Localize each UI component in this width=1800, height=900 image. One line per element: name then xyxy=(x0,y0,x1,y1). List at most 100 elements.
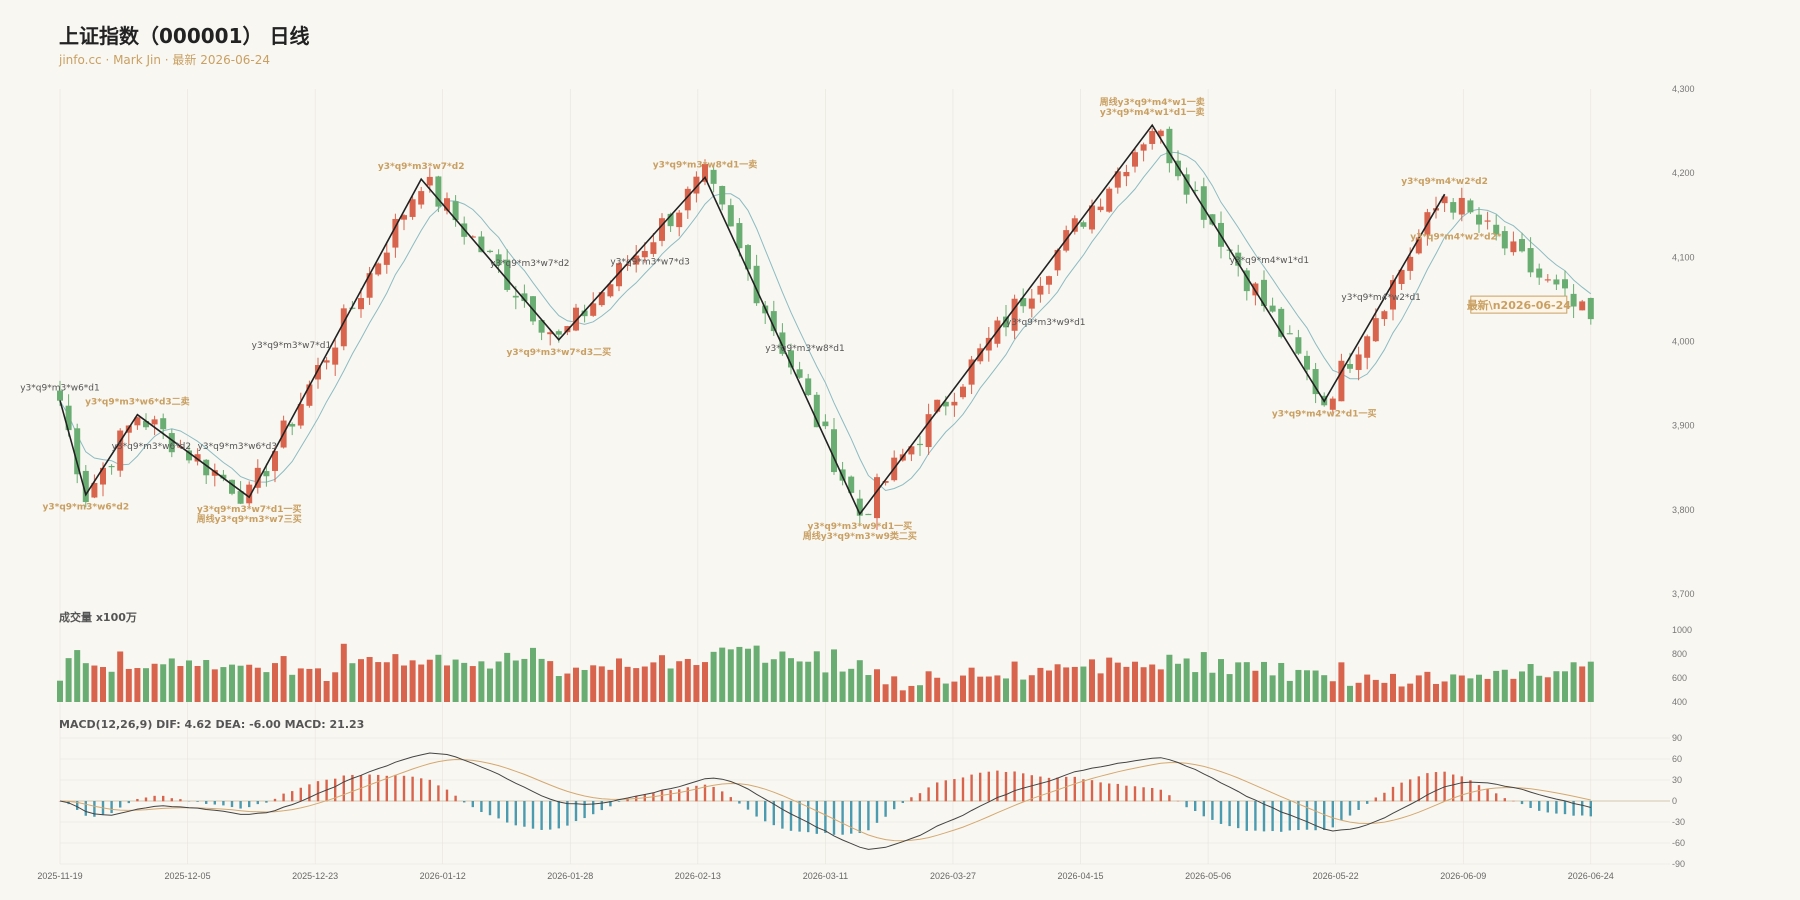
candle-body xyxy=(573,307,579,331)
macd-hist-bar xyxy=(875,801,879,823)
macd-hist-bar xyxy=(1581,801,1584,816)
macd-hist-bar xyxy=(652,793,655,802)
candle xyxy=(848,475,855,495)
zigzag-annotation: y3*q9*m3*w6*d2 xyxy=(112,442,192,452)
candle-body xyxy=(1166,128,1173,164)
volume-bar xyxy=(186,660,192,702)
candle xyxy=(452,195,459,227)
volume-bar xyxy=(538,658,545,702)
volume-bar xyxy=(151,663,158,702)
macd-hist-bar xyxy=(1400,782,1403,802)
candle xyxy=(1304,350,1310,381)
macd-hist-bar xyxy=(1013,771,1016,802)
macd-hist-bar xyxy=(549,801,552,830)
candle-body xyxy=(1020,298,1027,307)
candle-body xyxy=(633,255,640,265)
candle xyxy=(272,446,278,483)
candle-body xyxy=(1114,171,1121,188)
candle xyxy=(616,262,622,292)
candle-body xyxy=(487,250,493,253)
candle xyxy=(727,198,734,227)
volume-bar xyxy=(917,685,923,702)
candle-body xyxy=(91,482,98,498)
candle xyxy=(521,284,528,308)
volume-bar xyxy=(710,651,717,702)
volume-bar xyxy=(1338,662,1345,702)
volume-bar xyxy=(211,669,218,702)
macd-hist-bar xyxy=(179,799,182,802)
volume-bar xyxy=(383,662,390,702)
volume-bar xyxy=(194,665,201,702)
candle xyxy=(418,186,425,209)
candle xyxy=(117,428,124,477)
volume-bar xyxy=(504,652,511,702)
volume-bar xyxy=(908,685,915,702)
zigzag-annotation: y3*q9*m3*w7*d1一买 xyxy=(197,504,302,515)
macd-hist-bar xyxy=(1073,776,1076,802)
candle xyxy=(1587,297,1594,325)
price-tick-label: 4,300 xyxy=(1672,84,1695,94)
volume-bar xyxy=(1106,657,1113,702)
zigzag-annotation: y3*q9*m3*w7*d2 xyxy=(490,259,570,269)
candle-body xyxy=(960,386,966,398)
candle xyxy=(590,292,597,317)
volume-tick-label: 600 xyxy=(1672,673,1687,683)
macd-hist-bar xyxy=(1434,772,1438,802)
candle-body xyxy=(1562,279,1568,289)
volume-bar xyxy=(444,665,450,702)
volume-bar xyxy=(547,661,554,702)
macd-hist-bar xyxy=(110,801,113,814)
candle-body xyxy=(1458,197,1465,215)
zigzag-annotation: y3*q9*m4*w1*d1 xyxy=(1230,256,1310,266)
macd-hist-bar xyxy=(1538,801,1541,811)
volume-bar xyxy=(1381,682,1388,702)
volume-bar xyxy=(1097,673,1104,702)
volume-bar xyxy=(633,668,640,702)
date-tick-label: 2026-01-28 xyxy=(547,871,593,881)
candle-body xyxy=(822,421,829,427)
macd-hist-bar xyxy=(901,801,904,804)
macd-hist-bar xyxy=(1563,801,1567,815)
volume-bar xyxy=(1364,674,1371,702)
candle xyxy=(1269,297,1276,313)
candle xyxy=(1501,226,1508,256)
macd-tick-label: 30 xyxy=(1672,775,1682,785)
macd-hist-bar xyxy=(1469,780,1472,802)
macd-hist-bar xyxy=(1030,775,1033,802)
macd-hist-bar xyxy=(626,798,629,802)
macd-hist-bar xyxy=(1004,771,1008,802)
candle xyxy=(1493,214,1500,241)
volume-bar xyxy=(650,662,657,702)
volume-bar xyxy=(426,659,433,702)
macd-hist-bar xyxy=(703,784,707,802)
candle xyxy=(1183,167,1190,204)
candle xyxy=(91,474,98,499)
volume-bar xyxy=(1544,677,1551,702)
zigzag-annotation: y3*q9*m4*w2*d1 xyxy=(1341,293,1421,303)
date-tick-label: 2026-05-06 xyxy=(1185,871,1231,881)
candle xyxy=(1450,197,1457,220)
candle-body xyxy=(1441,196,1448,204)
macd-tick-label: -30 xyxy=(1672,817,1685,827)
volume-bar xyxy=(246,664,253,702)
candle xyxy=(168,428,175,458)
candle-body xyxy=(512,295,519,298)
volume-bar xyxy=(495,661,502,702)
macd-hist-bar xyxy=(1202,801,1205,817)
candle-body xyxy=(263,471,270,477)
macd-hist-bar xyxy=(686,787,689,802)
candle-body xyxy=(1037,285,1044,295)
candle xyxy=(1338,353,1345,402)
candle-body xyxy=(598,292,605,306)
candle-body xyxy=(383,252,390,265)
volume-bar xyxy=(1261,661,1267,702)
volume-bar xyxy=(512,660,519,702)
candle-body xyxy=(203,459,210,476)
volume-bar xyxy=(1510,678,1517,702)
volume-bar xyxy=(1493,670,1500,702)
candle xyxy=(1398,267,1405,290)
macd-hist-bar xyxy=(936,782,939,802)
volume-bar xyxy=(770,659,777,702)
candle xyxy=(469,235,476,238)
volume-bar xyxy=(1037,667,1044,702)
